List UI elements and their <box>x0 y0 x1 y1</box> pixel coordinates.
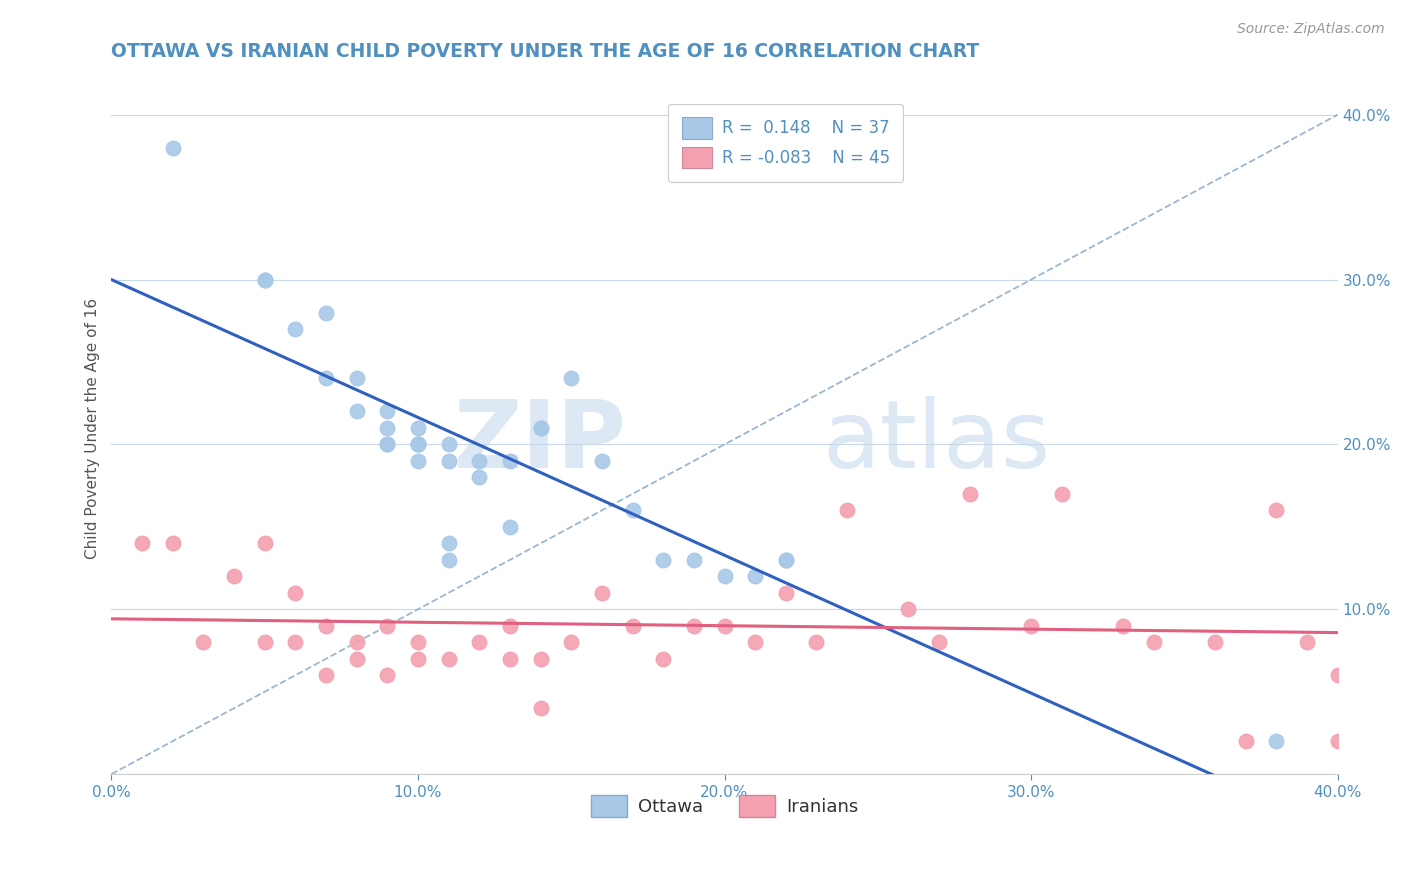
Point <box>284 635 307 649</box>
Point <box>713 619 735 633</box>
Point <box>1326 734 1348 748</box>
Point <box>346 404 368 418</box>
Point <box>959 487 981 501</box>
Point <box>499 619 522 633</box>
Point <box>222 569 245 583</box>
Point <box>713 569 735 583</box>
Point <box>806 635 828 649</box>
Point <box>437 536 460 550</box>
Text: Source: ZipAtlas.com: Source: ZipAtlas.com <box>1237 22 1385 37</box>
Point <box>560 635 582 649</box>
Text: atlas: atlas <box>823 396 1050 488</box>
Point <box>346 635 368 649</box>
Point <box>529 701 551 715</box>
Text: OTTAWA VS IRANIAN CHILD POVERTY UNDER THE AGE OF 16 CORRELATION CHART: OTTAWA VS IRANIAN CHILD POVERTY UNDER TH… <box>111 42 980 61</box>
Point <box>468 635 491 649</box>
Point <box>1143 635 1166 649</box>
Text: ZIP: ZIP <box>454 396 627 488</box>
Legend: Ottawa, Iranians: Ottawa, Iranians <box>583 788 866 824</box>
Point <box>837 503 859 517</box>
Point <box>775 553 797 567</box>
Point <box>315 305 337 319</box>
Point <box>162 536 184 550</box>
Point <box>529 651 551 665</box>
Point <box>375 437 398 451</box>
Point <box>1296 635 1319 649</box>
Point <box>499 651 522 665</box>
Point <box>621 503 644 517</box>
Point <box>1050 487 1073 501</box>
Point <box>437 651 460 665</box>
Point <box>406 437 429 451</box>
Point <box>1112 619 1135 633</box>
Point <box>1234 734 1257 748</box>
Point <box>284 586 307 600</box>
Point <box>683 553 706 567</box>
Point <box>1265 734 1288 748</box>
Point <box>193 635 215 649</box>
Point <box>284 322 307 336</box>
Point <box>437 437 460 451</box>
Point <box>652 651 675 665</box>
Point <box>621 619 644 633</box>
Point <box>928 635 950 649</box>
Point <box>375 404 398 418</box>
Point <box>529 421 551 435</box>
Point <box>406 635 429 649</box>
Point <box>1019 619 1042 633</box>
Point <box>437 553 460 567</box>
Point <box>591 454 613 468</box>
Point <box>253 536 276 550</box>
Point <box>560 371 582 385</box>
Point <box>375 619 398 633</box>
Point <box>437 454 460 468</box>
Point <box>406 651 429 665</box>
Point <box>406 437 429 451</box>
Point <box>1265 503 1288 517</box>
Point <box>406 437 429 451</box>
Point <box>775 586 797 600</box>
Point <box>253 272 276 286</box>
Point <box>744 569 766 583</box>
Point <box>375 421 398 435</box>
Point <box>529 421 551 435</box>
Point <box>652 553 675 567</box>
Point <box>499 520 522 534</box>
Point <box>744 635 766 649</box>
Point <box>375 437 398 451</box>
Point <box>406 421 429 435</box>
Point <box>591 586 613 600</box>
Point <box>683 619 706 633</box>
Point <box>499 454 522 468</box>
Point <box>375 668 398 682</box>
Point <box>1326 668 1348 682</box>
Point <box>315 668 337 682</box>
Point <box>346 651 368 665</box>
Point <box>315 371 337 385</box>
Point <box>253 635 276 649</box>
Point <box>253 272 276 286</box>
Point <box>315 619 337 633</box>
Point <box>468 470 491 484</box>
Point <box>131 536 153 550</box>
Point <box>897 602 920 616</box>
Y-axis label: Child Poverty Under the Age of 16: Child Poverty Under the Age of 16 <box>86 297 100 558</box>
Point <box>162 141 184 155</box>
Point <box>406 454 429 468</box>
Point <box>1204 635 1226 649</box>
Point <box>775 553 797 567</box>
Point <box>468 454 491 468</box>
Point <box>346 371 368 385</box>
